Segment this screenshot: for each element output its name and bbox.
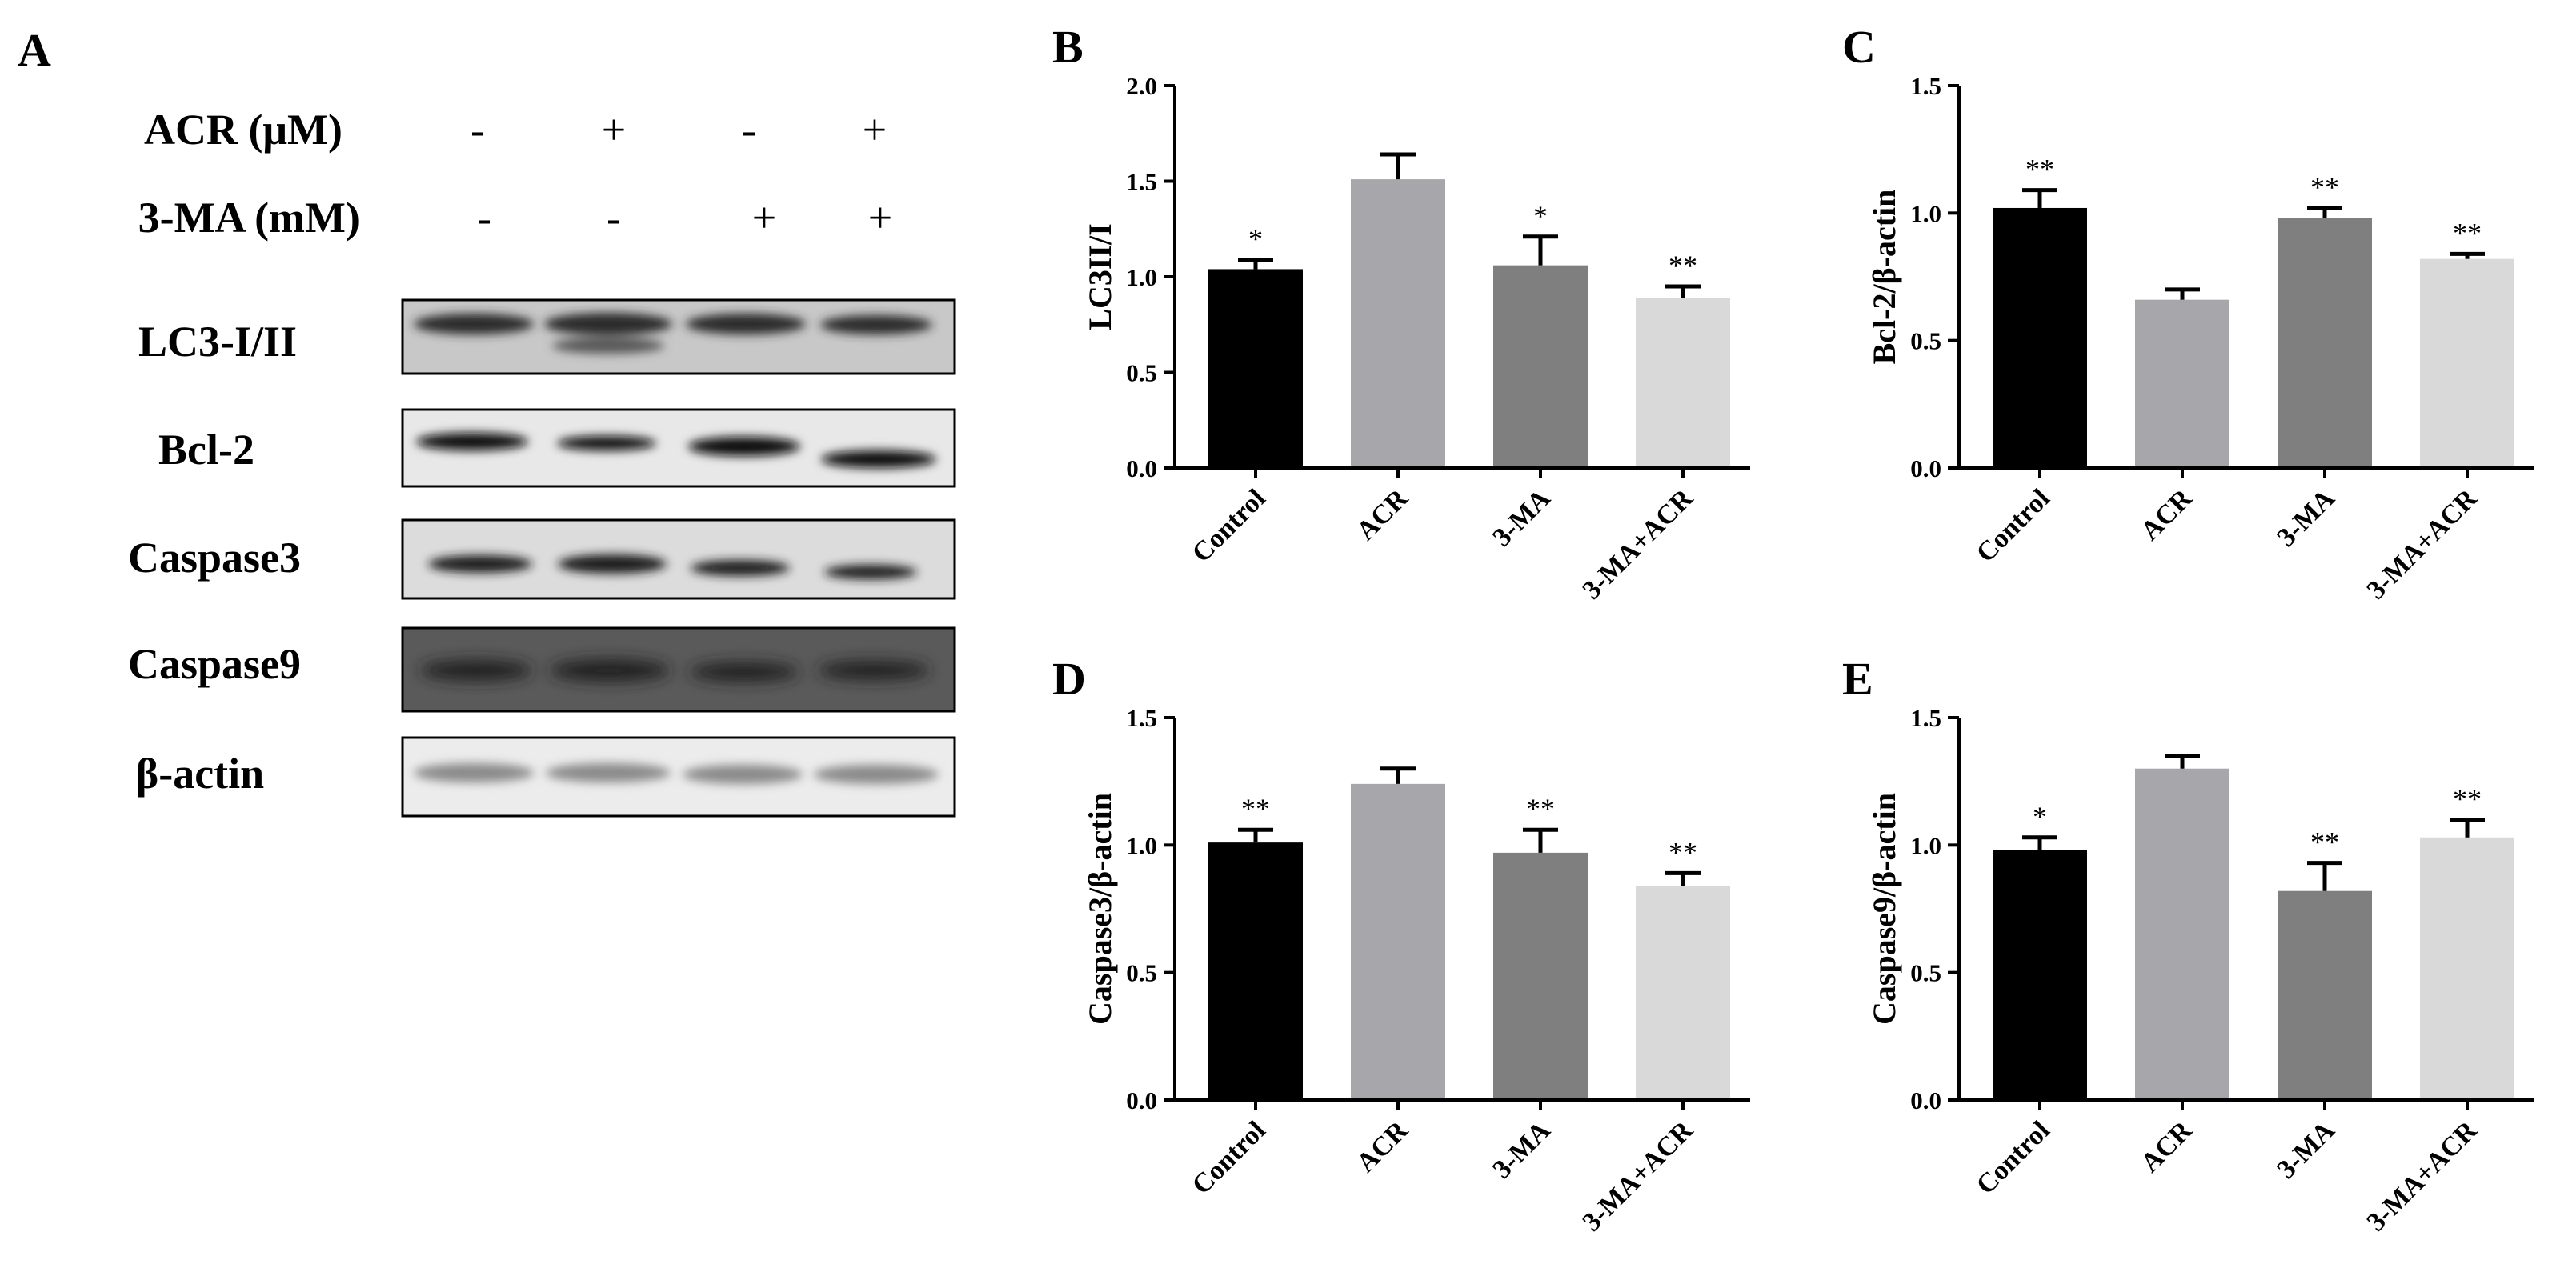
bar-control <box>1208 269 1303 468</box>
bar-3-ma <box>2278 218 2372 468</box>
panel-label: D <box>1052 653 1086 705</box>
significance-mark: ** <box>1669 250 1697 282</box>
bar-acr <box>1351 783 1445 1100</box>
treatment-sign: - <box>477 194 491 242</box>
bar-acr <box>2135 768 2229 1100</box>
blot-image-caspase9 <box>401 626 956 713</box>
blot-image-lc3 <box>401 298 956 375</box>
bar-3-ma+acr <box>1636 886 1730 1100</box>
bar-3-ma <box>1493 852 1588 1100</box>
y-tick-label: 2.0 <box>1126 72 1157 100</box>
y-tick-label: 0.5 <box>1126 959 1157 987</box>
y-axis-label: Bcl-2/β-actin <box>1866 190 1902 365</box>
y-tick-label: 1.5 <box>1910 704 1941 732</box>
panel-label: E <box>1842 653 1873 705</box>
treatment-sign: - <box>471 106 485 154</box>
x-tick-label: 3-MA+ACR <box>1577 1115 1699 1237</box>
significance-mark: ** <box>2310 826 2339 858</box>
treatment-sign: - <box>607 194 621 242</box>
blot-label-caspase3: Caspase3 <box>128 534 301 582</box>
significance-mark: ** <box>2310 171 2339 203</box>
x-tick-label: 3-MA <box>2271 483 2341 553</box>
y-tick-label: 1.0 <box>1910 831 1941 859</box>
x-tick-label: ACR <box>1351 483 1414 546</box>
treatment-row-label-acr: ACR (μM) <box>144 106 343 154</box>
y-axis-label: Caspase3/β-actin <box>1082 793 1118 1025</box>
y-tick-label: 1.5 <box>1910 72 1941 100</box>
y-tick-label: 1.5 <box>1126 704 1157 732</box>
x-tick-label: Control <box>1187 1115 1272 1200</box>
bar-chart-lc3: B * Control ACR * 3-MA ** 3-MA+ACR 0.0 0.5 1.0 1.5 2… <box>1052 21 1750 606</box>
x-tick-label: ACR <box>2135 1115 2198 1178</box>
treatment-sign: + <box>752 194 776 242</box>
significance-mark: ** <box>1669 836 1697 868</box>
bar-chart-caspase3: D ** Control ACR ** 3-MA ** 3-MA+ACR 0.0 0.5 1.0 1.… <box>1052 653 1750 1238</box>
significance-mark: * <box>1533 200 1548 232</box>
blot-label-lc3: LC3-I/II <box>138 318 297 366</box>
x-tick-label: ACR <box>1351 1115 1414 1178</box>
blot-label-caspase9: Caspase9 <box>128 640 301 688</box>
x-tick-label: 3-MA+ACR <box>1577 483 1699 605</box>
y-tick-label: 0.0 <box>1126 1086 1157 1114</box>
y-tick-label: 0.0 <box>1910 454 1941 482</box>
x-tick-label: ACR <box>2135 483 2198 546</box>
treatment-sign: - <box>742 106 756 154</box>
significance-mark: ** <box>1526 793 1555 825</box>
significance-mark: * <box>2033 801 2047 833</box>
y-tick-label: 0.5 <box>1910 327 1941 355</box>
x-tick-label: 3-MA <box>1487 1115 1556 1185</box>
x-tick-label: 3-MA <box>1487 483 1556 553</box>
significance-mark: ** <box>2025 154 2054 186</box>
bar-3-ma+acr <box>2420 837 2514 1100</box>
blot-label-beta-actin: β-actin <box>136 750 264 798</box>
y-tick-label: 0.0 <box>1910 1086 1941 1114</box>
y-axis-label: Caspase9/β-actin <box>1866 793 1902 1025</box>
panel-a-label: A <box>18 24 51 76</box>
bar-3-ma <box>1493 265 1588 468</box>
blot-image-bcl2 <box>401 408 956 488</box>
significance-mark: * <box>1248 222 1263 254</box>
significance-mark: ** <box>2453 782 2482 814</box>
y-tick-label: 1.0 <box>1126 831 1157 859</box>
bar-control <box>1208 842 1303 1100</box>
y-tick-label: 0.5 <box>1126 359 1157 387</box>
bar-chart-caspase9: E * Control ACR ** 3-MA ** 3-MA+ACR 0.0 0.5 1.0 1.5… <box>1842 653 2534 1238</box>
significance-mark: ** <box>2453 217 2482 249</box>
bar-acr <box>2135 299 2229 468</box>
x-tick-label: 3-MA <box>2271 1115 2341 1185</box>
treatment-sign: + <box>602 106 626 154</box>
treatment-sign: + <box>863 106 887 154</box>
y-tick-label: 1.0 <box>1910 199 1941 227</box>
y-tick-label: 1.0 <box>1126 263 1157 291</box>
bar-acr <box>1351 179 1445 469</box>
panel-a-western-blot: A ACR (μM) - + - + 3-MA (mM) - - + + LC3… <box>18 24 956 818</box>
y-tick-label: 0.5 <box>1910 959 1941 987</box>
bar-control <box>1993 850 2087 1100</box>
blot-image-beta-actin <box>401 736 956 818</box>
y-tick-label: 1.5 <box>1126 168 1157 196</box>
bar-chart-bcl2: C ** Control ACR ** 3-MA ** 3-MA+ACR 0.0 0.5 1.0 1.… <box>1842 21 2534 606</box>
x-tick-label: Control <box>1187 483 1272 568</box>
panel-label: B <box>1052 21 1084 73</box>
treatment-row-label-3ma: 3-MA (mM) <box>138 194 360 242</box>
bar-3-ma+acr <box>1636 298 1730 468</box>
x-tick-label: Control <box>1971 1115 2056 1200</box>
treatment-sign: + <box>868 194 892 242</box>
bar-3-ma <box>2278 890 2372 1100</box>
bar-3-ma+acr <box>2420 258 2514 468</box>
y-tick-label: 0.0 <box>1126 454 1157 482</box>
blot-image-caspase3 <box>401 518 956 600</box>
panel-label: C <box>1842 21 1876 73</box>
x-tick-label: 3-MA+ACR <box>2362 483 2483 605</box>
significance-mark: ** <box>1241 793 1270 825</box>
x-tick-label: Control <box>1971 483 2056 568</box>
bar-control <box>1993 207 2087 468</box>
y-axis-label: LC3II/I <box>1082 223 1118 330</box>
x-tick-label: 3-MA+ACR <box>2362 1115 2483 1237</box>
blot-label-bcl2: Bcl-2 <box>158 426 254 474</box>
